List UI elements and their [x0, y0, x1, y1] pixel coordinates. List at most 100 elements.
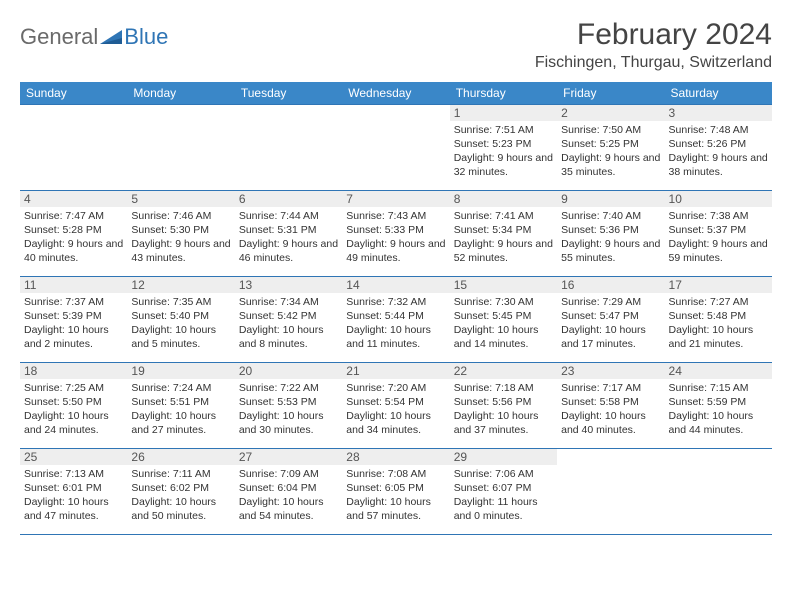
calendar-week-row: 25 Sunrise: 7:13 AMSunset: 6:01 PMDayligh…: [20, 449, 772, 535]
day-number: 19: [127, 363, 234, 379]
day-number: 3: [665, 105, 772, 121]
weekday-header: Monday: [127, 82, 234, 105]
calendar-day-cell: 18Sunrise: 7:25 AMSunset: 5:50 PMDayligh…: [20, 363, 127, 449]
sunset-text: Sunset: 6:01 PM: [24, 482, 123, 496]
calendar-day-cell: 29Sunrise: 7:06 AMSunset: 6:07 PMDayligh…: [450, 449, 557, 535]
sunrise-text: Sunrise: 7:51 AM: [454, 124, 553, 138]
day-info: Sunrise: 7:08 AMSunset: 6:05 PMDaylight:…: [346, 468, 445, 523]
day-number: 21: [342, 363, 449, 379]
sunrise-text: Sunrise: 7:08 AM: [346, 468, 445, 482]
sunset-text: Sunset: 5:50 PM: [24, 396, 123, 410]
day-number: 14: [342, 277, 449, 293]
calendar-day-cell: 16Sunrise: 7:29 AMSunset: 5:47 PMDayligh…: [557, 277, 664, 363]
day-number: 23: [557, 363, 664, 379]
sunrise-text: Sunrise: 7:35 AM: [131, 296, 230, 310]
calendar-day-cell: 20 Sunrise: 7:22 AMSunset: 5:53 PMDayligh…: [235, 363, 342, 449]
daylight-text: Daylight: 9 hours and 43 minutes.: [131, 238, 230, 266]
sunset-text: Sunset: 5:58 PM: [561, 396, 660, 410]
calendar-day-cell: 14Sunrise: 7:32 AMSunset: 5:44 PMDayligh…: [342, 277, 449, 363]
daylight-text: Daylight: 10 hours and 11 minutes.: [346, 324, 445, 352]
weekday-header: Wednesday: [342, 82, 449, 105]
day-number: 20: [235, 363, 342, 379]
calendar-table: Sunday Monday Tuesday Wednesday Thursday…: [20, 82, 772, 535]
day-number: 1: [450, 105, 557, 121]
sunset-text: Sunset: 5:54 PM: [346, 396, 445, 410]
daylight-text: Daylight: 11 hours and 0 minutes.: [454, 496, 553, 524]
day-number: 13: [235, 277, 342, 293]
calendar-day-cell: 27Sunrise: 7:09 AMSunset: 6:04 PMDayligh…: [235, 449, 342, 535]
weekday-header: Sunday: [20, 82, 127, 105]
day-info: Sunrise: 7:06 AMSunset: 6:07 PMDaylight:…: [454, 468, 553, 523]
sunrise-text: Sunrise: 7:32 AM: [346, 296, 445, 310]
sunset-text: Sunset: 5:39 PM: [24, 310, 123, 324]
calendar-day-cell: 23Sunrise: 7:17 AMSunset: 5:58 PMDayligh…: [557, 363, 664, 449]
calendar-day-cell: 26Sunrise: 7:11 AMSunset: 6:02 PMDayligh…: [127, 449, 234, 535]
weekday-header: Tuesday: [235, 82, 342, 105]
daylight-text: Daylight: 10 hours and 44 minutes.: [669, 410, 768, 438]
day-number: 8: [450, 191, 557, 207]
sunset-text: Sunset: 5:42 PM: [239, 310, 338, 324]
sunrise-text: Sunrise: 7:44 AM: [239, 210, 338, 224]
calendar-day-cell: [235, 105, 342, 191]
daylight-text: Daylight: 9 hours and 32 minutes.: [454, 152, 553, 180]
calendar-day-cell: 28Sunrise: 7:08 AMSunset: 6:05 PMDayligh…: [342, 449, 449, 535]
day-number: 26: [127, 449, 234, 465]
calendar-week-row: 1 Sunrise: 7:51 AMSunset: 5:23 PMDaylight…: [20, 105, 772, 191]
day-info: Sunrise: 7:18 AMSunset: 5:56 PMDaylight:…: [454, 382, 553, 437]
daylight-text: Daylight: 9 hours and 38 minutes.: [669, 152, 768, 180]
title-block: February 2024 Fischingen, Thurgau, Switz…: [535, 18, 772, 72]
sunset-text: Sunset: 5:31 PM: [239, 224, 338, 238]
day-info: Sunrise: 7:13 AMSunset: 6:01 PMDaylight:…: [24, 468, 123, 523]
day-info: Sunrise: 7:41 AMSunset: 5:34 PMDaylight:…: [454, 210, 553, 265]
sunrise-text: Sunrise: 7:47 AM: [24, 210, 123, 224]
day-info: Sunrise: 7:22 AMSunset: 5:53 PMDaylight:…: [239, 382, 338, 437]
day-number: 25: [20, 449, 127, 465]
calendar-day-cell: [20, 105, 127, 191]
day-number: 22: [450, 363, 557, 379]
day-number: 24: [665, 363, 772, 379]
day-info: Sunrise: 7:50 AMSunset: 5:25 PMDaylight:…: [561, 124, 660, 179]
daylight-text: Daylight: 10 hours and 37 minutes.: [454, 410, 553, 438]
calendar-day-cell: 17Sunrise: 7:27 AMSunset: 5:48 PMDayligh…: [665, 277, 772, 363]
sunset-text: Sunset: 5:34 PM: [454, 224, 553, 238]
calendar-day-cell: 5Sunrise: 7:46 AMSunset: 5:30 PMDaylight…: [127, 191, 234, 277]
logo-text-general: General: [20, 24, 98, 50]
calendar-day-cell: 8 Sunrise: 7:41 AMSunset: 5:34 PMDaylight…: [450, 191, 557, 277]
daylight-text: Daylight: 10 hours and 8 minutes.: [239, 324, 338, 352]
day-info: Sunrise: 7:35 AMSunset: 5:40 PMDaylight:…: [131, 296, 230, 351]
day-info: Sunrise: 7:40 AMSunset: 5:36 PMDaylight:…: [561, 210, 660, 265]
day-info: Sunrise: 7:27 AMSunset: 5:48 PMDaylight:…: [669, 296, 768, 351]
weekday-header: Friday: [557, 82, 664, 105]
sunset-text: Sunset: 5:59 PM: [669, 396, 768, 410]
sunset-text: Sunset: 5:26 PM: [669, 138, 768, 152]
day-info: Sunrise: 7:51 AMSunset: 5:23 PMDaylight:…: [454, 124, 553, 179]
day-number: 12: [127, 277, 234, 293]
daylight-text: Daylight: 10 hours and 14 minutes.: [454, 324, 553, 352]
day-info: Sunrise: 7:47 AMSunset: 5:28 PMDaylight:…: [24, 210, 123, 265]
daylight-text: Daylight: 10 hours and 50 minutes.: [131, 496, 230, 524]
calendar-week-row: 11Sunrise: 7:37 AMSunset: 5:39 PMDayligh…: [20, 277, 772, 363]
day-number: 18: [20, 363, 127, 379]
daylight-text: Daylight: 9 hours and 49 minutes.: [346, 238, 445, 266]
sunset-text: Sunset: 5:28 PM: [24, 224, 123, 238]
day-info: Sunrise: 7:44 AMSunset: 5:31 PMDaylight:…: [239, 210, 338, 265]
day-number: 6: [235, 191, 342, 207]
day-number: 27: [235, 449, 342, 465]
sunset-text: Sunset: 5:30 PM: [131, 224, 230, 238]
sunset-text: Sunset: 5:36 PM: [561, 224, 660, 238]
sunset-text: Sunset: 5:45 PM: [454, 310, 553, 324]
daylight-text: Daylight: 10 hours and 17 minutes.: [561, 324, 660, 352]
logo-text-blue: Blue: [124, 24, 168, 50]
daylight-text: Daylight: 10 hours and 30 minutes.: [239, 410, 338, 438]
calendar-day-cell: 12 Sunrise: 7:35 AMSunset: 5:40 PMDayligh…: [127, 277, 234, 363]
logo: General Blue: [20, 24, 168, 50]
calendar-day-cell: [342, 105, 449, 191]
day-info: Sunrise: 7:37 AMSunset: 5:39 PMDaylight:…: [24, 296, 123, 351]
sunrise-text: Sunrise: 7:34 AM: [239, 296, 338, 310]
sunrise-text: Sunrise: 7:43 AM: [346, 210, 445, 224]
daylight-text: Daylight: 10 hours and 34 minutes.: [346, 410, 445, 438]
daylight-text: Daylight: 10 hours and 47 minutes.: [24, 496, 123, 524]
daylight-text: Daylight: 10 hours and 54 minutes.: [239, 496, 338, 524]
sunrise-text: Sunrise: 7:29 AM: [561, 296, 660, 310]
sunset-text: Sunset: 5:53 PM: [239, 396, 338, 410]
